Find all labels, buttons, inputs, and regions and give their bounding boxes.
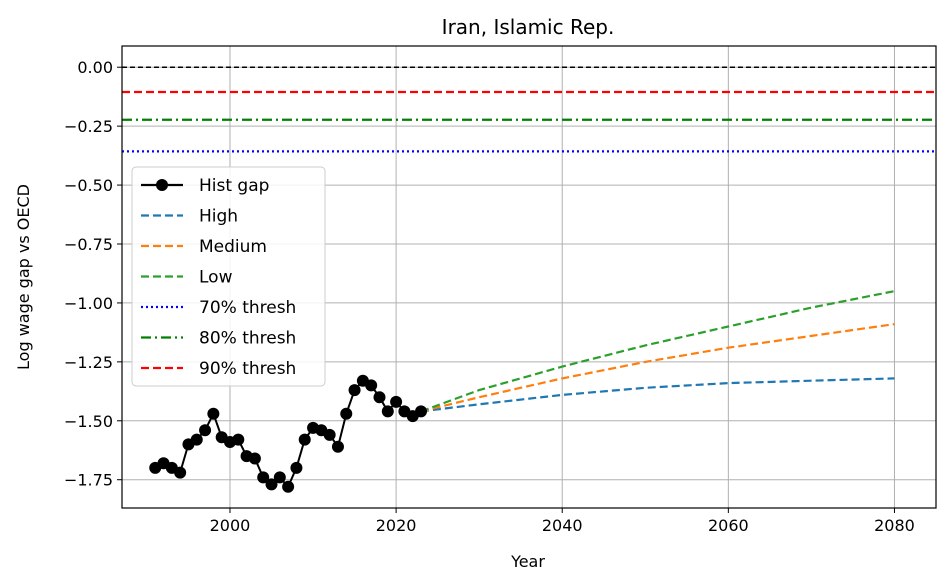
series-line	[420, 323, 895, 413]
y-tick-label: −1.00	[64, 294, 113, 313]
hist-point	[290, 461, 303, 474]
legend-marker	[156, 179, 168, 191]
y-axis-label: Log wage gap vs OECD	[14, 184, 33, 370]
x-tick-label: 2080	[874, 516, 915, 535]
x-axis: 2000 2020 2040 2060 2080	[210, 508, 915, 535]
chart-title: Iran, Islamic Rep.	[442, 15, 615, 39]
legend-label: 70% thresh	[199, 298, 296, 318]
hist-point	[323, 428, 336, 441]
hist-point	[298, 433, 311, 446]
axes-frame	[121, 45, 937, 509]
y-axis: 0.00 −0.25 −0.50 −0.75 −1.00 −1.25 −1.50 −1.75	[64, 58, 122, 490]
plot-area	[122, 66, 936, 493]
y-tick-label: −1.75	[64, 471, 113, 490]
hist-point	[265, 478, 278, 491]
hist-point	[174, 466, 187, 479]
hist-point	[190, 433, 203, 446]
y-tick-label: −0.50	[64, 176, 113, 195]
hist-point	[207, 407, 220, 420]
hist-point	[282, 480, 295, 493]
hist-point	[340, 407, 353, 420]
hist-point	[373, 391, 386, 404]
hist-point	[365, 379, 378, 392]
y-tick-label: −0.75	[64, 235, 113, 254]
hist-point	[331, 440, 344, 453]
legend-label: Hist gap	[199, 176, 269, 196]
x-axis-label: Year	[510, 552, 545, 571]
hist-point	[257, 471, 270, 484]
hist-point	[348, 384, 361, 397]
legend-label: Medium	[199, 237, 267, 257]
x-tick-label: 2060	[708, 516, 749, 535]
y-tick-label: −1.25	[64, 353, 113, 372]
legend-label: Low	[199, 268, 233, 288]
hist-point	[199, 424, 212, 437]
x-tick-label: 2040	[542, 516, 583, 535]
hist-point	[273, 471, 286, 484]
y-tick-label: 0.00	[77, 58, 113, 77]
hist-point	[248, 452, 261, 465]
x-tick-label: 2020	[376, 516, 417, 535]
x-tick-label: 2000	[210, 516, 251, 535]
y-tick-label: −1.50	[64, 412, 113, 431]
legend-box	[131, 166, 326, 387]
hist-point	[390, 395, 403, 408]
legend-label: High	[199, 207, 238, 227]
series-line	[420, 377, 895, 413]
legend-label: 80% thresh	[199, 329, 296, 349]
legend-label: 90% thresh	[199, 359, 296, 379]
hist-point	[415, 405, 428, 418]
hist-point	[381, 405, 394, 418]
legend: Hist gap High Medium Low 70% thresh 80% thres…	[131, 166, 326, 387]
hist-point	[232, 433, 245, 446]
y-tick-label: −0.25	[64, 117, 113, 136]
series-line	[420, 290, 895, 413]
